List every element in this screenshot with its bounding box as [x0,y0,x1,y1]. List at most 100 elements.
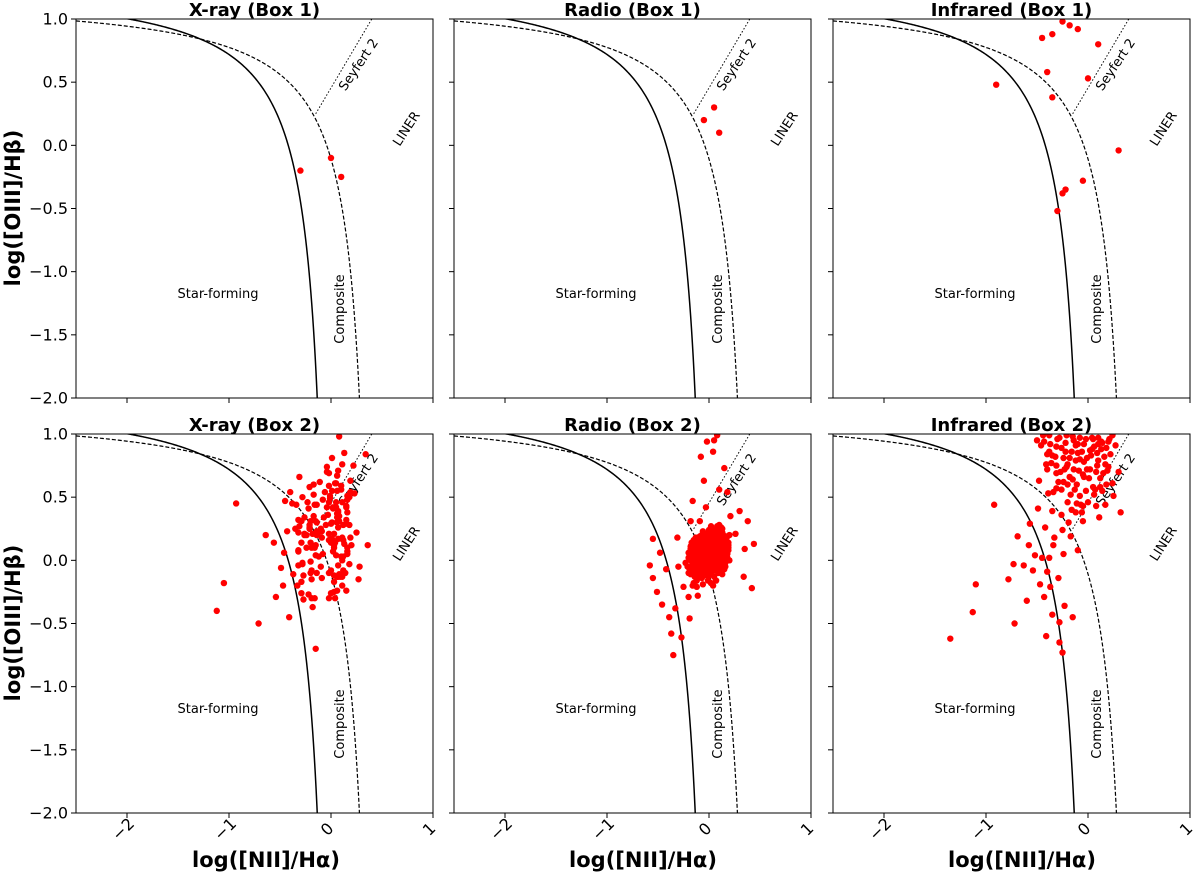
data-point [1097,475,1104,482]
data-point [692,568,699,575]
data-point [1047,583,1054,591]
data-point [990,501,998,508]
data-point [299,493,306,501]
panel-3: Infrared (Box 1)Star-forming CompositeSey… [828,0,1191,403]
data-point [1090,443,1098,450]
data-point [318,528,326,535]
data-point [1035,477,1043,484]
data-point [1058,511,1065,519]
data-point [362,451,369,458]
data-point [310,512,317,520]
data-point [311,501,318,508]
data-point [296,523,303,530]
data-point [347,534,354,541]
data-point [724,488,731,496]
data-point [713,434,721,439]
data-point [1074,547,1082,554]
data-point [316,478,323,486]
data-point [340,521,347,529]
data-point [1038,554,1046,562]
region-label-star-forming: Star-forming [178,702,259,717]
data-point [1040,593,1048,601]
data-point [318,534,326,541]
data-point [335,434,343,440]
data-point [309,603,316,611]
data-point [1065,519,1072,526]
data-point [712,577,720,584]
data-point [290,571,297,578]
data-point [1071,486,1078,493]
x-tick-label: 0 [695,819,716,840]
data-point [1049,452,1056,459]
region-label-composite: Composite [711,689,726,758]
x-tick-label: −1 [588,814,618,844]
data-point [1098,445,1105,453]
data-point [1056,639,1063,646]
y-tick-label: −1.0 [29,677,68,696]
data-point [653,588,661,596]
data-point [732,530,739,537]
data-point [213,607,220,615]
data-point [706,558,714,565]
data-point [675,563,682,570]
region-label-seyfert-2: Seyfert 2 [714,36,760,94]
data-point [255,620,262,627]
panel-title: X-ray (Box 1) [189,0,320,21]
data-point [1046,554,1053,562]
data-point [1093,462,1101,469]
data-point [1084,75,1092,82]
data-point [340,553,347,560]
panel-title: Radio (Box 1) [564,0,701,21]
data-point [317,563,324,570]
data-point [293,501,300,508]
data-point [716,486,723,493]
data-point [1049,94,1056,101]
data-point [750,540,758,548]
data-point [741,545,748,553]
data-point [322,521,330,529]
data-point [694,592,701,599]
data-point [295,516,302,524]
data-point [658,601,666,608]
data-point [327,567,335,574]
data-point [334,524,342,531]
data-point [279,582,287,589]
data-point [697,567,705,574]
y-tick-label: −1.0 [29,262,68,281]
data-point [736,507,743,515]
data-point [686,615,693,622]
data-point [270,539,278,546]
data-point [1109,480,1116,487]
data-point [1063,434,1070,439]
data-point [1092,468,1100,476]
panel-title: X-ray (Box 2) [189,415,320,436]
seyfert-liner-line [1072,19,1130,115]
data-point [1103,481,1110,488]
data-point [1034,505,1042,512]
data-point [723,554,730,562]
data-point [649,535,657,543]
data-point [328,487,336,495]
data-point [327,520,335,527]
data-point [272,593,280,601]
data-point [1010,560,1017,568]
data-point [319,496,327,503]
y-tick-label: 0.5 [43,73,68,92]
data-point [339,582,346,589]
data-point [1090,491,1098,498]
data-point [334,562,342,569]
data-point [364,541,371,549]
data-point [344,548,351,555]
data-point [1069,434,1076,440]
data-point [1058,486,1065,493]
data-point [1014,533,1021,540]
data-point [690,579,697,587]
data-point [1026,520,1034,527]
data-point [1109,434,1116,439]
data-point [220,579,228,587]
data-point [327,589,335,597]
data-point [696,517,704,525]
data-point [326,492,334,500]
region-label-composite: Composite [1090,274,1105,343]
kewley-line [76,435,361,813]
